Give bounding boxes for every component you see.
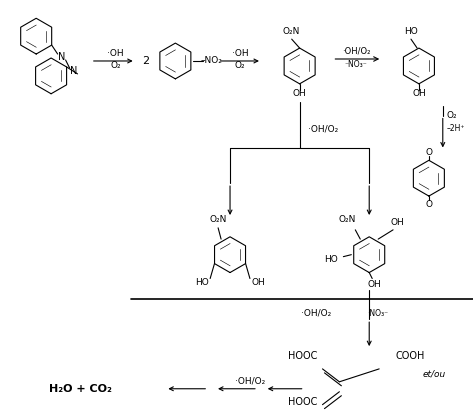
Text: OH: OH	[367, 280, 381, 289]
Text: HO: HO	[404, 27, 418, 36]
Text: O₂N: O₂N	[338, 215, 356, 225]
Text: et/ou: et/ou	[422, 370, 446, 378]
Text: ·OH: ·OH	[232, 49, 248, 58]
Text: OH: OH	[251, 278, 265, 287]
Text: N: N	[70, 66, 77, 76]
Text: N: N	[58, 52, 65, 62]
Text: ·NO₃⁻: ·NO₃⁻	[367, 309, 388, 318]
Text: O₂: O₂	[110, 61, 121, 70]
Text: HO: HO	[325, 255, 338, 264]
Text: ·OH/O₂: ·OH/O₂	[235, 376, 265, 385]
Text: OH: OH	[412, 89, 426, 98]
Text: ·OH: ·OH	[108, 49, 124, 58]
Text: COOH: COOH	[395, 351, 424, 361]
Text: HOOC: HOOC	[288, 351, 318, 361]
Text: ⁻NO₃⁻: ⁻NO₃⁻	[345, 61, 368, 70]
Text: 2: 2	[142, 56, 149, 66]
Text: –NO₂: –NO₂	[200, 56, 222, 66]
Text: O₂: O₂	[447, 111, 457, 120]
Text: HOOC: HOOC	[288, 397, 318, 407]
Text: O₂: O₂	[235, 61, 245, 70]
Text: OH: OH	[390, 218, 404, 227]
Text: ·OH/O₂: ·OH/O₂	[308, 124, 338, 133]
Text: ·OH/O₂: ·OH/O₂	[342, 47, 371, 56]
Text: O: O	[425, 199, 432, 208]
Text: OH: OH	[293, 89, 307, 98]
Text: O: O	[425, 148, 432, 157]
Text: ·OH/O₂: ·OH/O₂	[301, 309, 331, 318]
Text: HO: HO	[195, 278, 209, 287]
Text: H₂O + CO₂: H₂O + CO₂	[49, 384, 112, 394]
Text: O₂N: O₂N	[210, 215, 227, 225]
Text: O₂N: O₂N	[283, 27, 301, 36]
Text: –2H⁺: –2H⁺	[447, 124, 465, 133]
